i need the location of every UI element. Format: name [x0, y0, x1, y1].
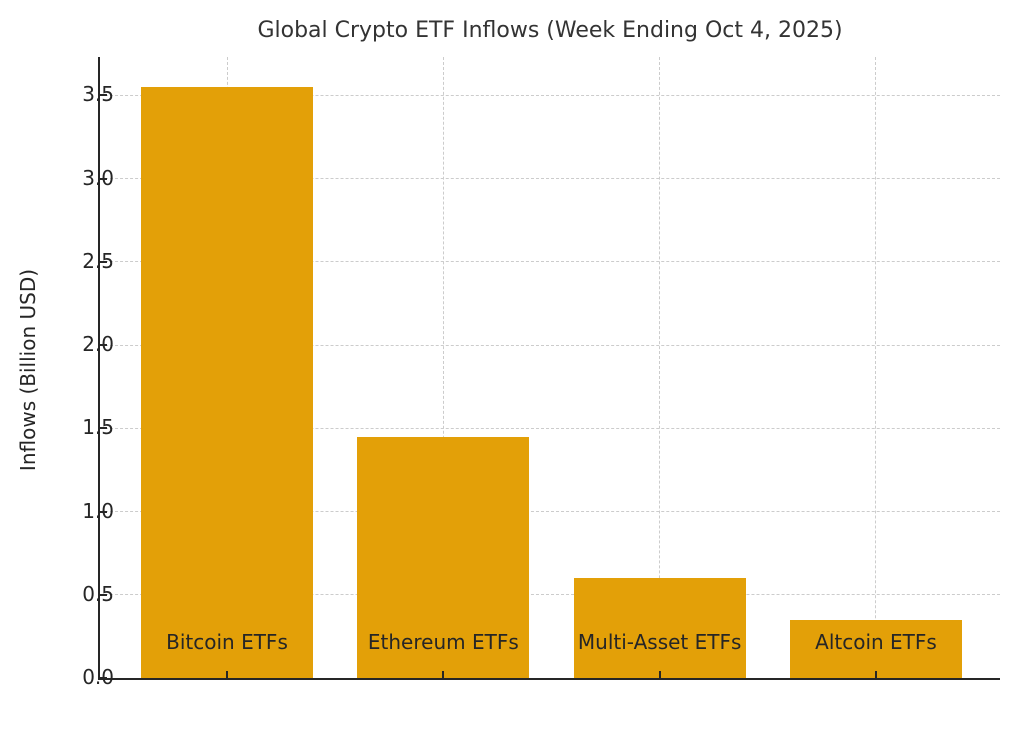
x-tick-mark [874, 671, 877, 678]
y-tick-mark [100, 344, 107, 347]
x-axis-line [98, 678, 1000, 680]
x-tick-label: Multi-Asset ETFs [577, 630, 742, 654]
y-gridline [100, 94, 1000, 96]
y-tick-label: 2.0 [82, 332, 114, 357]
x-gridline [442, 57, 444, 678]
x-tick-mark [442, 671, 445, 678]
plot-area [98, 57, 1000, 680]
y-tick-mark [100, 94, 107, 97]
y-gridline [100, 261, 1000, 263]
x-gridline [659, 57, 661, 678]
y-tick-label: 1.0 [82, 498, 114, 523]
x-gridline [875, 57, 877, 678]
x-tick-label: Ethereum ETFs [367, 630, 519, 654]
y-axis-line [98, 57, 100, 680]
y-tick-mark [100, 510, 107, 513]
chart-title: Global Crypto ETF Inflows (Week Ending O… [257, 18, 843, 43]
y-tick-mark [100, 260, 107, 263]
x-tick-label: Altcoin ETFs [815, 630, 937, 654]
y-gridline [100, 178, 1000, 180]
y-tick-label: 2.5 [82, 248, 114, 273]
y-tick-mark [100, 677, 107, 679]
y-tick-label: 1.5 [82, 415, 114, 440]
x-tick-mark [658, 671, 661, 678]
y-tick-mark [100, 593, 107, 596]
y-tick-label: 3.5 [82, 82, 114, 107]
y-gridline [100, 344, 1000, 346]
y-tick-label: 0.0 [82, 665, 114, 689]
y-tick-mark [100, 177, 107, 180]
bar-altcoin-etfs [789, 619, 962, 678]
bar-multi-asset-etfs [573, 578, 746, 678]
y-gridline [100, 594, 1000, 596]
y-tick-label: 3.0 [82, 165, 114, 190]
y-tick-mark [100, 427, 107, 430]
bar-ethereum-etfs [357, 436, 530, 678]
y-gridline [100, 427, 1000, 429]
x-tick-label: Bitcoin ETFs [166, 630, 288, 654]
bar-bitcoin-etfs [141, 86, 313, 678]
y-tick-label: 0.5 [82, 581, 114, 606]
y-gridline [100, 511, 1000, 512]
x-tick-mark [226, 671, 228, 678]
